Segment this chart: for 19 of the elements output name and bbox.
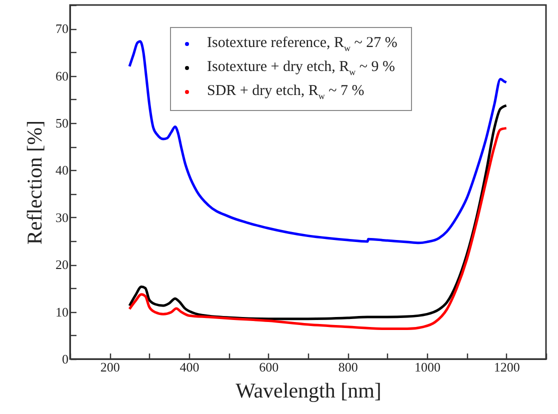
y-axis-title: Reflection [%] — [22, 120, 46, 245]
x-tick-label: 400 — [180, 360, 200, 374]
legend-label: Isotexture + dry etch, R$_{w}$ ~ 9 % — [207, 59, 396, 77]
y-tick-label: 20 — [56, 257, 68, 272]
x-tick-label: 600 — [259, 360, 279, 374]
legend-label: SDR + dry etch, R$_{w}$ ~ 7 % — [207, 83, 364, 101]
x-tick-label: 200 — [100, 360, 120, 374]
y-tick-label: 30 — [56, 210, 68, 225]
y-tick-label: 40 — [56, 162, 68, 178]
x-tick-label: 1200 — [494, 360, 520, 374]
y-tick-label: 10 — [56, 304, 68, 320]
y-tick-label: 60 — [56, 68, 68, 84]
y-tick-label: 0 — [62, 352, 68, 366]
y-tick-label: 70 — [56, 21, 68, 36]
x-tick-label: 1000 — [414, 360, 440, 374]
x-tick-label: 800 — [338, 360, 358, 374]
x-axis-title: Wavelength [nm] — [236, 378, 382, 402]
legend-label: Isotexture reference, R$_{w}$ ~ 27 % — [207, 35, 398, 53]
y-tick-label: 50 — [56, 116, 68, 130]
